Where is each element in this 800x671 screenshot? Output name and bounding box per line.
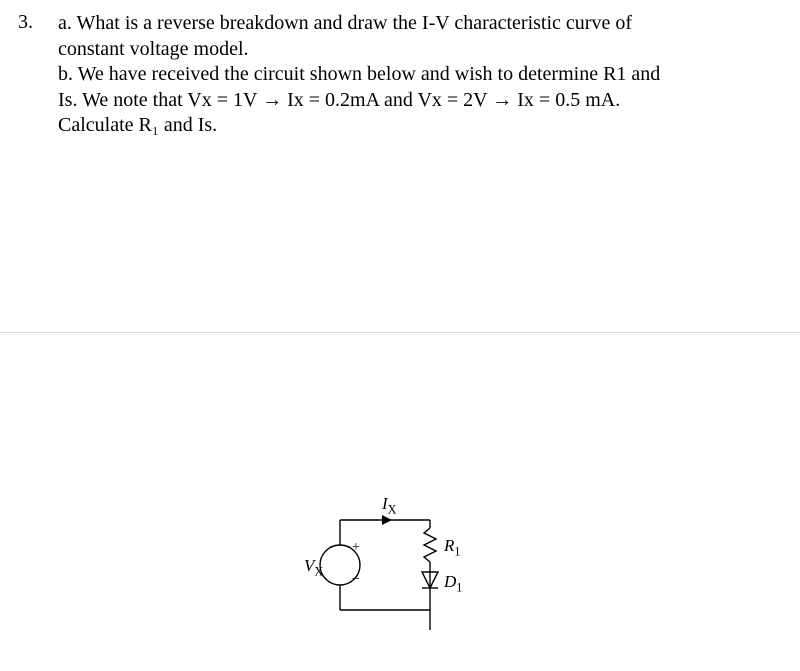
label-r1: R1 xyxy=(444,536,461,559)
question-number: 3. xyxy=(18,11,33,34)
label-r1-sub: 1 xyxy=(454,544,460,558)
line-a2: constant voltage model. xyxy=(58,37,768,63)
label-ix: IX xyxy=(382,494,397,517)
label-r1-sym: R xyxy=(444,536,454,555)
circuit-svg xyxy=(300,490,520,660)
line-b2: Is. We note that Vx = 1V → Ix = 0.2mA an… xyxy=(58,88,768,114)
label-d1-sym: D xyxy=(444,572,456,591)
label-minus: − xyxy=(352,572,360,588)
label-vx-sub: X xyxy=(314,564,323,578)
label-vx: VX xyxy=(304,556,323,579)
label-d1: D1 xyxy=(444,572,462,595)
resistor-icon xyxy=(424,528,436,562)
label-plus: + xyxy=(352,540,360,556)
label-vx-sym: V xyxy=(304,556,314,575)
section-divider xyxy=(0,332,800,335)
label-ix-sub: X xyxy=(388,502,397,516)
page: 3. a. What is a reverse breakdown and dr… xyxy=(0,0,800,671)
line-a1: a. What is a reverse breakdown and draw … xyxy=(58,11,768,37)
label-d1-sub: 1 xyxy=(456,580,462,594)
line-b3: Calculate R₁ and Is. xyxy=(58,113,768,139)
circuit-diagram: IX VX + − R1 D1 xyxy=(300,490,520,660)
question-body: a. What is a reverse breakdown and draw … xyxy=(58,11,768,139)
line-b1: b. We have received the circuit shown be… xyxy=(58,62,768,88)
